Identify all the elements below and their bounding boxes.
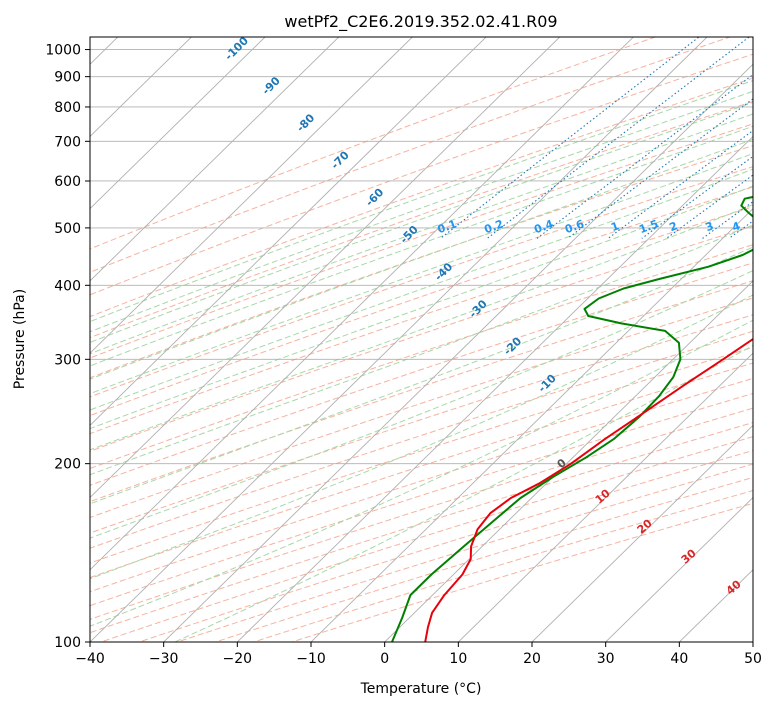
mixing-ratio-lines xyxy=(440,37,753,239)
isotherm-line xyxy=(457,352,753,642)
x-tick-label-0: 0 xyxy=(380,651,389,667)
y-tick-label-700: 700 xyxy=(54,134,81,150)
y-tick-label-1000: 1000 xyxy=(45,43,81,59)
x-tick-label-40: 40 xyxy=(670,651,688,667)
dry-adiabat-line xyxy=(99,436,753,642)
y-tick-label-600: 600 xyxy=(54,174,81,190)
dry-adiabat-line xyxy=(90,53,753,296)
mixing-ratio-label-0p4: 0.4 xyxy=(532,217,555,236)
dry-adiabat-line xyxy=(90,392,753,607)
moist-adiabat-line xyxy=(90,153,753,395)
y-tick-label-500: 500 xyxy=(54,221,81,237)
mixing-ratio-line xyxy=(567,98,753,239)
dry-adiabat-line xyxy=(90,225,753,452)
isotherm-line xyxy=(90,37,266,210)
moist-adiabat-line xyxy=(90,269,753,539)
dry-adiabat-line xyxy=(90,123,753,359)
isotherm-line xyxy=(310,208,753,642)
isotherm-line xyxy=(163,63,753,642)
isotherm-line xyxy=(605,496,753,642)
isotherm-line xyxy=(90,37,414,354)
chart-title: wetPf2_C2E6.2019.352.02.41.R09 xyxy=(284,12,557,32)
mixing-ratio-label-1p5: 1.5 xyxy=(637,217,660,236)
mixing-ratio-label-1: 1 xyxy=(609,219,621,234)
y-tick-label-300: 300 xyxy=(54,352,81,368)
mixing-ratio-label-2: 2 xyxy=(668,219,680,234)
dry-adiabat-line xyxy=(90,244,753,470)
y-axis: 100 200 300 400 500 600 700 800 900 1000 xyxy=(45,43,90,651)
moist-adiabat-line xyxy=(90,294,753,580)
mixing-ratio-label-0p6: 0.6 xyxy=(563,217,586,236)
dry-adiabat-line xyxy=(175,463,753,642)
isotherm-line xyxy=(90,37,561,499)
y-tick-label-400: 400 xyxy=(54,278,81,294)
dry-adiabat-line xyxy=(90,297,753,519)
moist-adiabat-line xyxy=(90,138,753,380)
mixing-ratio-line xyxy=(536,73,753,239)
isotherm-line xyxy=(90,37,708,642)
moist-adiabat-line xyxy=(90,319,753,627)
dry-adiabat-line xyxy=(290,502,753,642)
dry-adiabat-line xyxy=(90,362,753,579)
y-tick-label-200: 200 xyxy=(54,457,81,473)
temperature-profile-line xyxy=(424,337,753,642)
y-tick-label-100: 100 xyxy=(54,635,81,651)
mixing-ratio-label-0p2: 0.2 xyxy=(482,217,505,236)
x-tick-label-m10: −10 xyxy=(296,651,326,667)
y-tick-label-800: 800 xyxy=(54,100,81,116)
isotherm-line xyxy=(90,37,487,426)
isotherm-line xyxy=(236,135,753,642)
dry-adiabat-line xyxy=(90,77,753,318)
dry-adiabat-line xyxy=(90,280,753,503)
moist-adiabat-line xyxy=(90,80,753,323)
isotherms xyxy=(90,37,753,642)
dry-adiabat-line xyxy=(90,145,753,379)
x-tick-label-50: 50 xyxy=(744,651,762,667)
mixing-ratio-label-4: 4 xyxy=(730,219,742,234)
y-tick-label-900: 900 xyxy=(54,70,81,86)
dry-adiabat-line xyxy=(213,476,753,642)
dry-adiabat-line xyxy=(90,186,753,417)
isotherm-line xyxy=(90,37,635,571)
mixing-ratio-label-0p1: 0.1 xyxy=(436,217,459,236)
isotherm-line xyxy=(531,424,753,642)
x-tick-label-m40: −40 xyxy=(75,651,105,667)
dry-adiabat-line xyxy=(90,407,753,620)
dry-adiabat-line xyxy=(90,37,657,250)
mixing-ratio-label-3: 3 xyxy=(704,219,716,234)
isotherm-line xyxy=(90,37,340,282)
x-axis-label: Temperature (°C) xyxy=(360,681,482,697)
y-axis-label: Pressure (hPa) xyxy=(12,289,28,389)
dewpoint-profile-line xyxy=(391,195,753,642)
isotherm-line xyxy=(90,37,193,138)
moist-adiabat-line xyxy=(173,344,753,642)
dry-adiabats xyxy=(90,37,753,642)
x-tick-label-10: 10 xyxy=(449,651,467,667)
dry-adiabat-line xyxy=(90,330,753,549)
isotherm-line xyxy=(384,280,753,642)
dry-adiabat-line xyxy=(90,100,753,339)
plot-area: 0.10.20.40.611.52346810131620253036-100-… xyxy=(90,37,753,642)
moist-adiabat-line xyxy=(90,125,753,367)
x-tick-label-m20: −20 xyxy=(223,651,253,667)
x-axis: −40 −30 −20 −10 0 10 20 30 40 50 xyxy=(75,642,762,667)
x-tick-label-m30: −30 xyxy=(149,651,179,667)
dry-adiabat-line xyxy=(90,314,753,534)
mixing-ratio-line xyxy=(702,200,753,239)
mixing-ratio-line xyxy=(641,155,753,239)
pressure-gridlines xyxy=(90,49,753,642)
x-tick-label-20: 20 xyxy=(523,651,541,667)
x-tick-label-30: 30 xyxy=(597,651,615,667)
moist-adiabat-line xyxy=(90,90,753,333)
moist-adiabat-line xyxy=(90,113,753,355)
plot-frame xyxy=(89,36,754,643)
sounding-profiles xyxy=(391,195,753,642)
